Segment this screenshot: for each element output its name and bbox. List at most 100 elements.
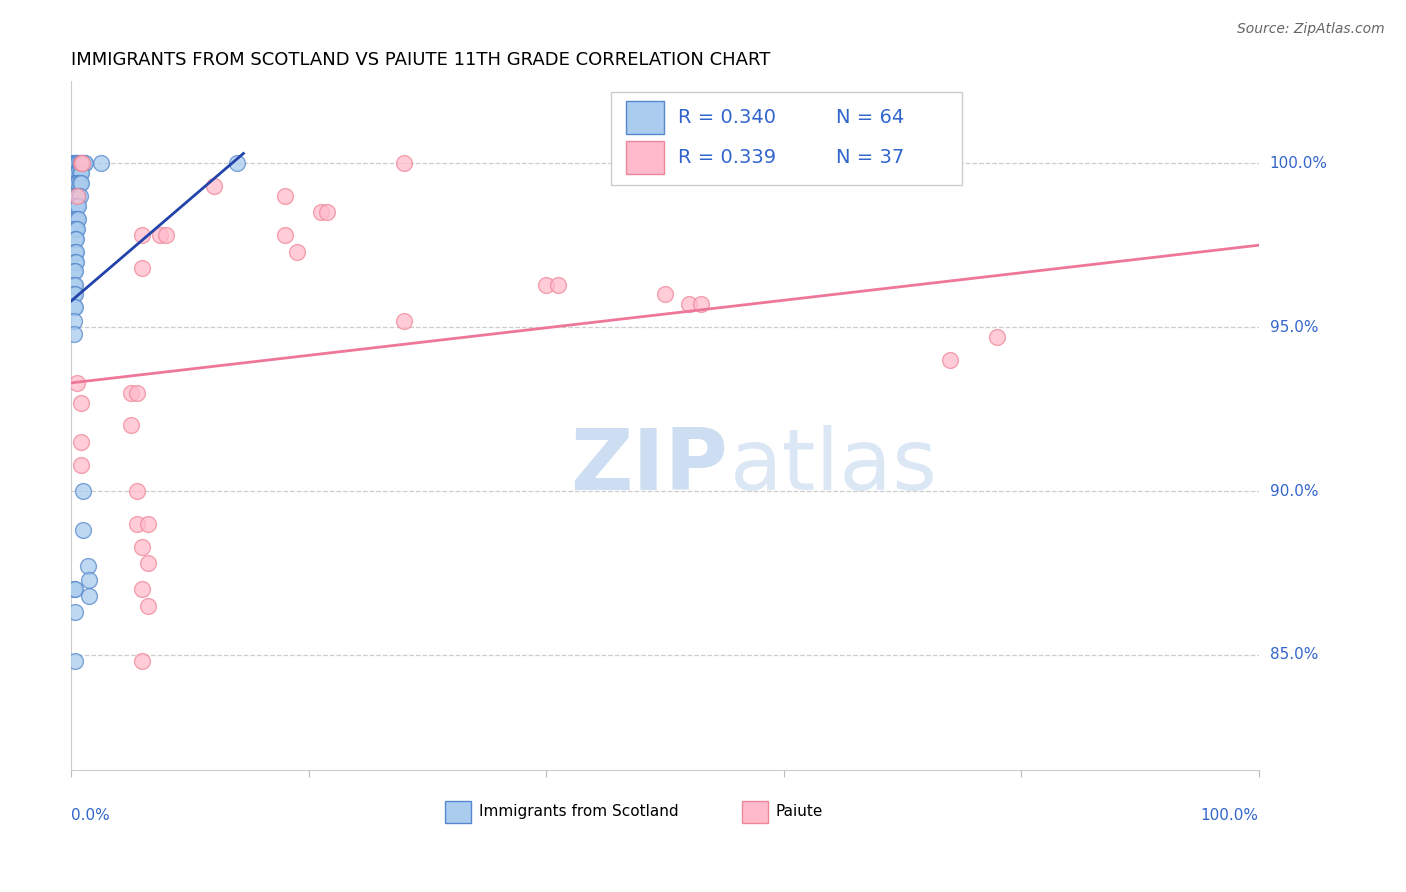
Point (62, 277, 84, 292)
Text: Immigrants from Scotland: Immigrants from Scotland (478, 804, 678, 819)
Point (67, 176, 90, 190)
Point (654, 287, 676, 301)
Point (69, 176, 91, 190)
Point (65, 166, 87, 180)
Point (69, 156, 91, 170)
Point (138, 599, 160, 613)
Point (65, 222, 87, 236)
Point (63, 199, 86, 213)
Point (67, 156, 90, 170)
Point (149, 228, 172, 243)
Text: Paiute: Paiute (775, 804, 823, 819)
Point (65, 254, 87, 268)
Point (285, 244, 308, 259)
Point (125, 385, 148, 400)
Point (66, 156, 89, 170)
Point (226, 156, 249, 170)
Point (274, 228, 297, 243)
Point (70, 156, 93, 170)
Point (131, 261, 153, 276)
Point (66, 199, 89, 213)
Point (76, 559, 98, 574)
FancyBboxPatch shape (742, 800, 768, 822)
Point (131, 582, 153, 597)
Point (547, 277, 569, 292)
Point (75, 156, 97, 170)
Point (120, 418, 142, 433)
Text: 85.0%: 85.0% (1270, 648, 1317, 663)
Text: Source: ZipAtlas.com: Source: ZipAtlas.com (1237, 22, 1385, 37)
Point (120, 385, 142, 400)
Point (90, 156, 112, 170)
Point (63, 277, 86, 292)
Point (63, 212, 86, 227)
Point (125, 516, 148, 531)
Point (138, 516, 160, 531)
Point (66, 222, 89, 236)
Point (202, 179, 225, 194)
Point (63, 605, 86, 619)
Point (131, 655, 153, 669)
Point (534, 277, 557, 292)
Point (66, 189, 89, 203)
Point (274, 189, 297, 203)
Point (66, 212, 89, 227)
Point (63, 156, 86, 170)
Point (63, 287, 86, 301)
Point (69, 458, 91, 472)
Point (69, 434, 91, 449)
Point (939, 352, 962, 367)
Point (63, 582, 86, 597)
Point (66, 166, 89, 180)
Point (125, 483, 148, 498)
Point (69, 156, 91, 170)
Point (69, 156, 91, 170)
Point (62, 264, 84, 278)
Point (77, 573, 100, 587)
Text: R = 0.339: R = 0.339 (678, 147, 776, 167)
FancyBboxPatch shape (612, 92, 962, 185)
Point (67, 199, 90, 213)
Point (67, 166, 90, 180)
Point (66, 376, 89, 390)
Point (67, 189, 90, 203)
Point (67, 212, 90, 227)
Point (678, 297, 700, 311)
Point (315, 205, 337, 219)
Point (63, 254, 86, 268)
Point (65, 244, 87, 259)
Point (63, 232, 86, 246)
Point (138, 556, 160, 570)
Point (63, 176, 86, 190)
Point (689, 297, 711, 311)
Point (63, 264, 86, 278)
Point (65, 232, 87, 246)
Point (70, 156, 93, 170)
Point (986, 330, 1008, 344)
Text: 90.0%: 90.0% (1270, 483, 1319, 499)
Point (62, 287, 84, 301)
Point (73, 156, 96, 170)
Text: 100.0%: 100.0% (1201, 808, 1258, 823)
Point (131, 540, 153, 554)
Point (62, 222, 84, 236)
Point (392, 156, 415, 170)
Text: R = 0.340: R = 0.340 (678, 108, 776, 128)
Text: 95.0%: 95.0% (1270, 319, 1319, 334)
Point (62, 156, 84, 170)
Point (62, 313, 84, 327)
Point (309, 205, 332, 219)
Text: atlas: atlas (730, 425, 938, 508)
Text: 100.0%: 100.0% (1270, 156, 1327, 170)
Point (69, 166, 91, 180)
Point (62, 326, 84, 341)
Point (62, 166, 84, 180)
Point (69, 189, 91, 203)
Text: IMMIGRANTS FROM SCOTLAND VS PAIUTE 11TH GRADE CORRELATION CHART: IMMIGRANTS FROM SCOTLAND VS PAIUTE 11TH … (72, 51, 770, 69)
Text: 0.0%: 0.0% (72, 808, 110, 823)
Point (66, 189, 89, 203)
Text: N = 64: N = 64 (837, 108, 904, 128)
Point (155, 228, 177, 243)
Point (63, 189, 86, 203)
Point (72, 483, 94, 498)
